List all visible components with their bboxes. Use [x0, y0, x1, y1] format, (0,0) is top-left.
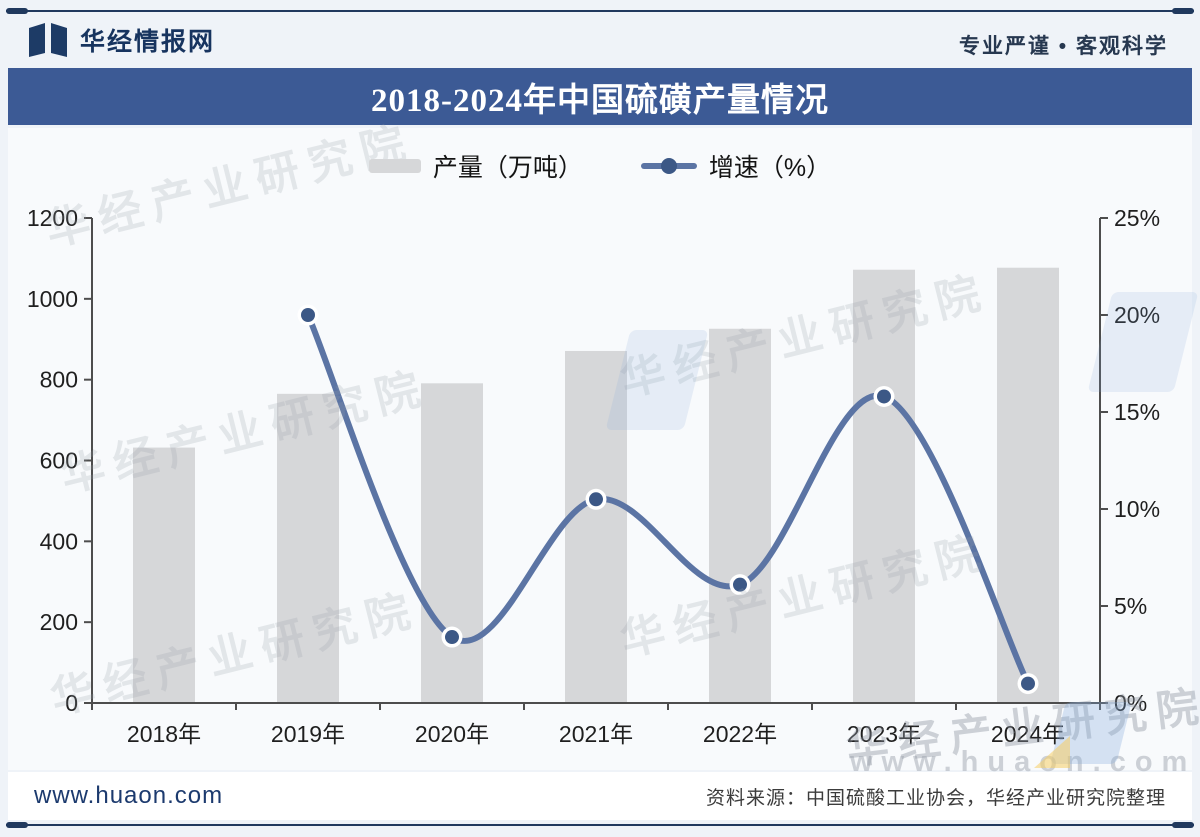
brand-slogan: 专业严谨 • 客观科学 — [958, 35, 1168, 58]
legend-label: 产量（万吨） — [432, 154, 583, 182]
bar-2023年 — [853, 269, 915, 703]
right-axis-label: 20% — [1114, 302, 1160, 328]
brand-header: 华经情报网 — [28, 22, 215, 58]
bar-2022年 — [709, 328, 771, 703]
left-axis-label: 400 — [40, 528, 78, 554]
right-axis-label: 0% — [1114, 690, 1147, 716]
x-axis-label: 2021年 — [559, 721, 633, 747]
divider-endcap — [1172, 8, 1194, 14]
legend-item-growth: 增速（%） — [640, 148, 832, 184]
left-axis-label: 800 — [40, 367, 78, 393]
line-marker-2020年 — [445, 630, 459, 645]
legend-item-production: 产量（万吨） — [368, 148, 583, 184]
footer-bar: www.huaon.com 资料来源：中国硫酸工业协会，华经产业研究院整理 — [8, 772, 1192, 820]
brand-name: 华经情报网 — [80, 28, 216, 56]
growth-line — [305, 312, 1031, 687]
divider-endcap — [6, 8, 28, 14]
line-marker-icon — [660, 158, 677, 174]
bar-2018年 — [133, 447, 195, 703]
divider-endcap — [6, 822, 28, 828]
divider-endcap — [1172, 822, 1194, 828]
line-marker-2023年 — [877, 389, 891, 404]
line-series-swatch — [640, 158, 697, 174]
right-axis-label: 15% — [1114, 399, 1160, 425]
line-marker-2024年 — [1021, 676, 1035, 691]
bar-2019年 — [277, 393, 339, 703]
legend-label: 增速（%） — [708, 154, 832, 182]
x-axis-label: 2023年 — [847, 721, 921, 747]
footer-website: www.huaon.com — [34, 782, 224, 809]
bottom-divider — [6, 822, 1194, 828]
data-source-note: 资料来源：中国硫酸工业协会，华经产业研究院整理 — [705, 787, 1166, 809]
left-axis-label: 1200 — [27, 205, 78, 231]
right-axis-label: 25% — [1114, 205, 1160, 231]
bar-2020年 — [421, 383, 483, 703]
x-axis-label: 2022年 — [703, 721, 777, 747]
x-axis-label: 2018年 — [127, 721, 201, 747]
left-axis-label: 1000 — [27, 286, 78, 312]
left-axis-label: 200 — [40, 609, 78, 635]
x-axis-label: 2024年 — [991, 721, 1065, 747]
title-banner: 2018-2024年中国硫磺产量情况 — [8, 68, 1192, 125]
bar-series-swatch — [368, 159, 421, 173]
line-marker-2019年 — [301, 308, 315, 322]
right-axis-label: 10% — [1114, 496, 1160, 522]
x-axis-label: 2020年 — [415, 721, 489, 747]
left-axis-label: 600 — [40, 448, 78, 474]
top-divider — [6, 8, 1194, 14]
right-axis-label: 5% — [1114, 593, 1147, 619]
bar-2021年 — [565, 350, 627, 703]
line-marker-2021年 — [589, 492, 603, 507]
chart-legend: 产量（万吨） 增速（%） — [0, 148, 1200, 184]
dual-axis-chart: 0 200 400 600 800 1000 1200 0% 5% 10% 15% 20% 25% 201… — [27, 205, 1160, 747]
huaon-logo-icon — [29, 23, 67, 57]
left-axis-label: 0 — [65, 690, 78, 716]
x-axis-label: 2019年 — [271, 721, 345, 747]
line-marker-2022年 — [733, 577, 747, 592]
chart-title: 2018-2024年中国硫磺产量情况 — [371, 82, 829, 119]
